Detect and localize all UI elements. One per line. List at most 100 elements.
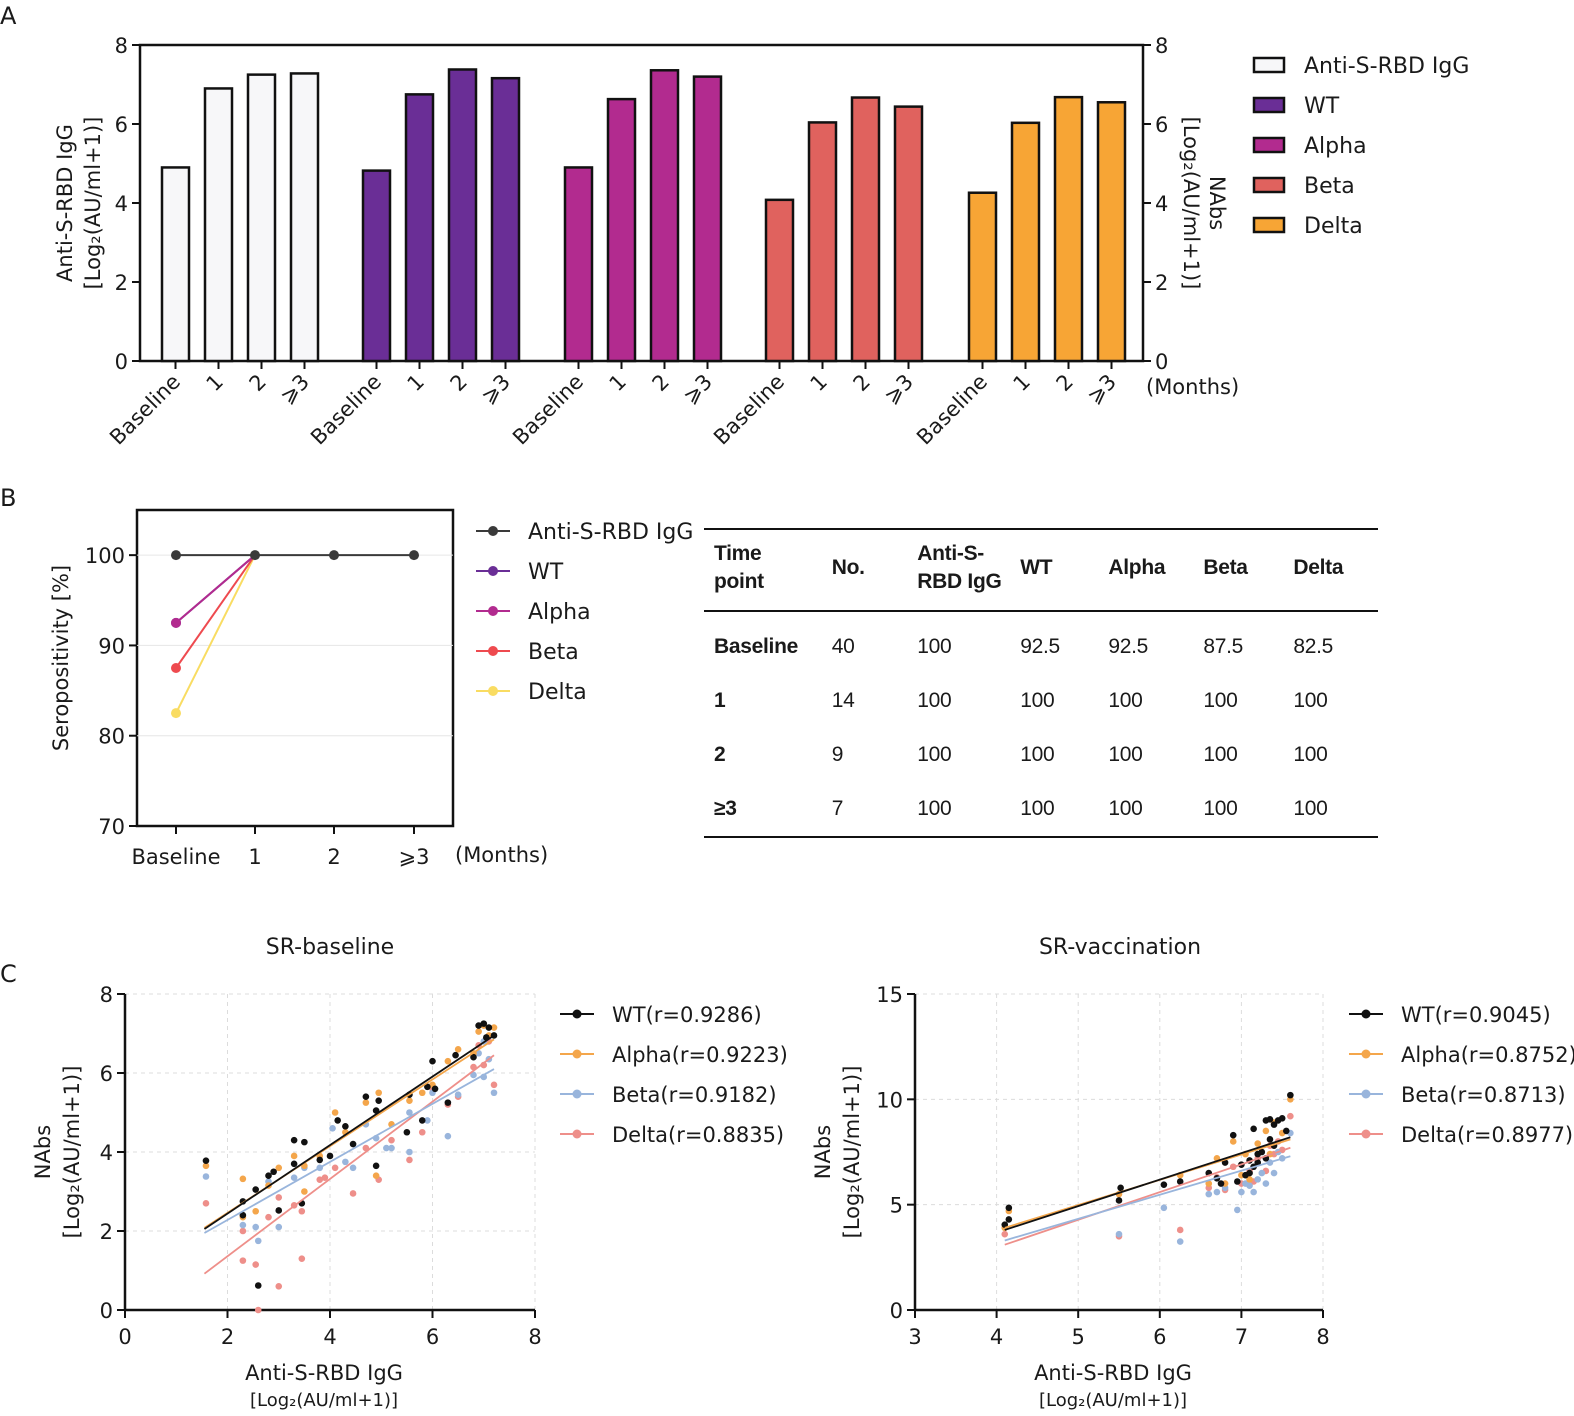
point-beta	[470, 1071, 477, 1079]
legend-marker-alpha	[488, 606, 498, 616]
point-wt	[1005, 1216, 1013, 1223]
x-tick-label: 2	[221, 1325, 234, 1349]
table-header-cell: Anti-S- RBD IgG	[907, 528, 1011, 612]
point-delta	[265, 1213, 272, 1221]
bar-wt-1	[404, 93, 435, 363]
table-row: 2 9 100 100 100 100 100	[704, 728, 1378, 782]
point-alpha	[1262, 1127, 1270, 1135]
point-delta	[316, 1176, 324, 1183]
point-alpha	[490, 1024, 498, 1031]
point-alpha	[1229, 1138, 1237, 1145]
x-tick-label: 7	[1235, 1325, 1248, 1349]
fit-line-beta	[1004, 1155, 1291, 1242]
bar-alpha-1	[606, 97, 637, 363]
table-cell: 87.5	[1203, 635, 1244, 658]
bar-beta-ge3	[893, 105, 924, 363]
point-alpha	[202, 1162, 210, 1170]
bar-alpha-ge3	[692, 75, 723, 363]
y2-axis-label-line2: [Log₂(AU/ml+1)]	[1179, 117, 1203, 290]
legend-marker-alpha	[1361, 1049, 1371, 1059]
legend-marker-delta	[1361, 1129, 1371, 1139]
x-tick-label: Baseline	[508, 370, 588, 450]
point-beta	[388, 1144, 395, 1152]
y-tick-label: 6	[115, 113, 128, 137]
series-line-beta	[175, 554, 256, 669]
point-beta	[475, 1049, 482, 1057]
point-alpha	[475, 1028, 482, 1035]
x-tick-label: 1	[403, 370, 429, 396]
bar-wt-baseline	[361, 169, 392, 363]
point-anti-s-rbd-igg	[409, 550, 419, 561]
y-tick-label: 80	[98, 725, 125, 749]
point-wt	[480, 1020, 488, 1027]
legend-marker-beta	[488, 646, 498, 656]
x-tick-label: Baseline	[306, 370, 386, 450]
point-beta	[490, 1089, 498, 1097]
point-wt	[1266, 1116, 1274, 1123]
point-delta	[254, 1306, 262, 1314]
point-wt	[202, 1157, 210, 1164]
y2-axis-label-line1: NAbs	[1205, 176, 1229, 230]
bar-alpha-2	[649, 69, 680, 363]
point-wt	[1117, 1184, 1124, 1192]
point-wt	[372, 1162, 380, 1170]
point-beta	[454, 1091, 462, 1099]
panel-b-line-chart: 70 80 90 100 Baseline 1 2 ⩾3 (Months) Seropositiv…	[49, 508, 693, 869]
table-header-text: Time	[714, 542, 762, 565]
point-beta	[290, 1174, 298, 1181]
point-beta	[342, 1158, 349, 1166]
y-axis-label-line1: NAbs	[31, 1125, 55, 1179]
point-wt	[290, 1160, 298, 1168]
point-wt	[1282, 1127, 1290, 1135]
plot-frame	[135, 508, 455, 828]
point-wt	[1229, 1131, 1237, 1139]
y-axis-label-line2: [Log₂(AU/ml+1)]	[81, 117, 105, 290]
point-alpha	[418, 1089, 426, 1097]
table-cell: 100	[1203, 689, 1238, 712]
x-tick-label: ⩾3	[879, 370, 918, 409]
table-header-cell: WT	[1010, 528, 1099, 612]
y-tick-label: 90	[98, 634, 125, 658]
point-delta	[252, 1261, 259, 1268]
table-header-cell: Time point	[704, 528, 822, 612]
point-beta	[254, 1237, 262, 1245]
point-wt	[1287, 1091, 1294, 1099]
table-header-cell: No.	[821, 528, 908, 612]
point-alpha	[171, 617, 181, 628]
point-wt	[1278, 1114, 1286, 1122]
x-tick-label: 4	[990, 1325, 1003, 1349]
point-delta	[1001, 1230, 1009, 1238]
point-delta	[1176, 1226, 1184, 1234]
point-wt	[301, 1138, 308, 1146]
x-tick-label: Baseline	[709, 370, 789, 450]
table-cell: 100	[917, 689, 952, 712]
legend-label-delta: Delta	[528, 680, 587, 705]
point-wt	[290, 1136, 298, 1144]
point-delta	[418, 1128, 426, 1136]
point-wt	[403, 1128, 411, 1136]
fit-line-beta	[203, 1068, 495, 1234]
x-tick-label: 2	[446, 370, 472, 396]
legend-marker-delta	[488, 686, 498, 696]
x-tick-label: 1	[605, 370, 631, 396]
point-delta	[202, 1200, 210, 1207]
point-beta	[1262, 1180, 1270, 1187]
panel-a-letter: A	[0, 2, 17, 30]
point-wt	[1115, 1197, 1123, 1204]
legend-label-wt: WT	[528, 560, 564, 585]
y-tick-label: 0	[115, 350, 128, 374]
legend-marker-wt	[488, 566, 498, 576]
x-axis-label-sub: [Log₂(AU/ml+1)]	[250, 1390, 398, 1411]
y-tick-label: 4	[115, 192, 128, 216]
point-wt	[239, 1211, 247, 1219]
table-time-point-cell: Baseline	[714, 635, 798, 658]
point-beta	[1238, 1188, 1245, 1196]
y2-tick-label: 2	[1155, 271, 1168, 295]
table-cell: 100	[1293, 689, 1328, 712]
point-beta	[1234, 1206, 1241, 1214]
x-tick-label: 1	[1009, 370, 1035, 396]
bar-delta-1	[1010, 121, 1041, 363]
point-beta	[202, 1173, 210, 1180]
x-axis-label: Anti-S-RBD IgG	[1034, 1361, 1192, 1385]
legend-swatch-beta	[1252, 176, 1286, 194]
